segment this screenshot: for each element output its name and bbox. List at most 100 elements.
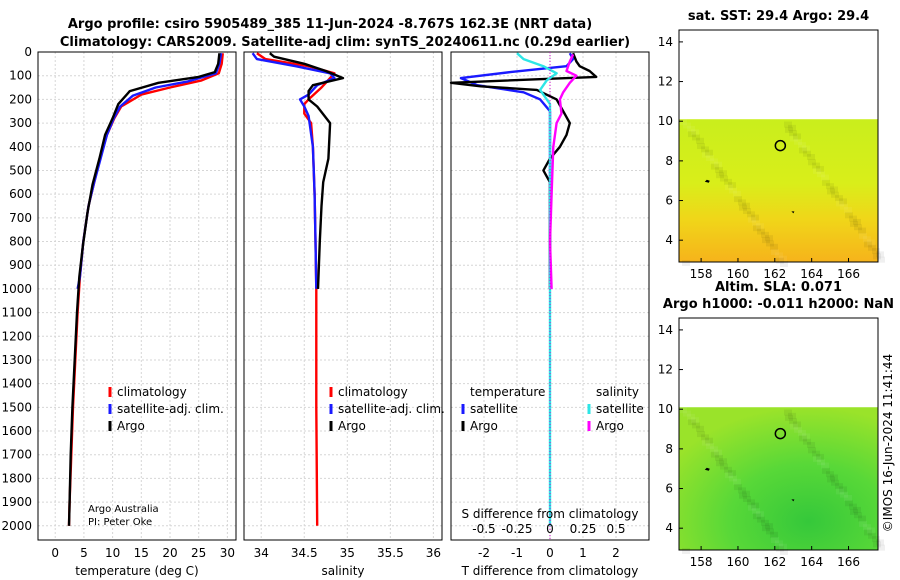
y-tick-label: 0 bbox=[24, 45, 32, 59]
heatmap-cell bbox=[734, 484, 742, 491]
heatmap-cell bbox=[822, 179, 830, 186]
heatmap-cell bbox=[738, 487, 746, 494]
heatmap-cell bbox=[835, 483, 843, 490]
heatmap-cell bbox=[719, 170, 727, 177]
legend-label: satellite bbox=[470, 402, 518, 416]
heatmap-cell bbox=[821, 174, 829, 181]
heatmap-cell bbox=[761, 231, 769, 238]
heatmap-cell bbox=[836, 488, 844, 495]
heatmap-cell bbox=[716, 172, 724, 179]
series-line bbox=[269, 52, 345, 289]
heatmap-cell bbox=[854, 512, 862, 519]
x-tick-label: 166 bbox=[837, 555, 860, 569]
legend-header-salinity: salinity bbox=[596, 385, 639, 399]
heatmap-cell bbox=[743, 496, 751, 502]
heatmap-cell bbox=[812, 450, 820, 457]
x-tick-label: 164 bbox=[800, 267, 823, 281]
y-tick-label: 12 bbox=[658, 75, 673, 89]
heatmap-texture bbox=[679, 119, 885, 267]
heatmap-cell bbox=[858, 227, 866, 234]
heatmap-cell bbox=[853, 506, 861, 513]
heatmap-cell bbox=[734, 196, 742, 203]
heatmap-cell bbox=[679, 119, 687, 126]
heatmap-cell bbox=[872, 536, 880, 543]
x-tick-label: 36 bbox=[426, 546, 441, 560]
heatmap-cell bbox=[850, 508, 858, 515]
temperature-panel: 0100200300400500600700800900100011001200… bbox=[1, 45, 237, 578]
heatmap-cell bbox=[725, 184, 733, 191]
heatmap-cell bbox=[839, 486, 847, 493]
x-tick-label: 34.5 bbox=[291, 546, 318, 560]
heatmap-cell bbox=[864, 529, 872, 536]
heatmap-cell bbox=[766, 528, 774, 535]
heatmap-cell bbox=[877, 256, 885, 263]
heatmap-cell bbox=[775, 252, 783, 259]
heatmap-cell bbox=[836, 200, 844, 207]
timestamp: ©IMOS 16-Jun-2024 11:41:44 bbox=[881, 354, 895, 532]
heatmap-cell bbox=[813, 167, 821, 174]
heatmap-cell bbox=[854, 224, 862, 231]
heatmap-cell bbox=[826, 183, 834, 190]
heatmap-cell bbox=[710, 158, 718, 165]
x-tick-label: 34 bbox=[254, 546, 269, 560]
heatmap-cell bbox=[702, 151, 710, 158]
heatmap-cell bbox=[753, 225, 761, 232]
sst-map-panel: 158 160 162 164 166 4 6 8 10 12 14 sat. SST: 29.4 A… bbox=[658, 9, 885, 281]
heatmap-cell bbox=[877, 544, 885, 551]
heatmap-cell bbox=[867, 239, 875, 246]
legend-header-temperature: temperature bbox=[470, 385, 545, 399]
heatmap-cell bbox=[793, 133, 801, 140]
y-tick-label: 400 bbox=[9, 140, 32, 154]
heatmap-cell bbox=[868, 244, 876, 251]
heatmap-cell bbox=[688, 131, 696, 138]
heatmap-cell bbox=[752, 507, 760, 514]
heatmap-cell bbox=[720, 463, 728, 470]
heatmap-cell bbox=[692, 422, 700, 429]
y-tick-label: 600 bbox=[9, 187, 32, 201]
series-line bbox=[67, 53, 221, 526]
heatmap-cell bbox=[790, 135, 798, 142]
map-title: Altim. SLA: 0.071 bbox=[715, 280, 842, 295]
difference-panel: -2 -1 0 1 2 T difference from climatology S di… bbox=[449, 51, 650, 578]
heatmap-cell bbox=[728, 182, 736, 189]
heatmap-cell bbox=[683, 122, 691, 129]
legend-label: satellite-adj. clim. bbox=[117, 402, 224, 416]
top-tick-label: -0.5 bbox=[472, 522, 495, 536]
map-frame bbox=[678, 317, 879, 551]
salinity-panel: 34 34.5 35 35.5 36 salinity climatology satelli… bbox=[243, 51, 445, 578]
heatmap-cell bbox=[876, 251, 884, 258]
legend-label: Argo bbox=[596, 419, 624, 433]
heatmap-field bbox=[679, 119, 878, 262]
legend-label: climatology bbox=[117, 385, 187, 399]
heatmap-cell bbox=[715, 454, 723, 461]
heatmap-cell bbox=[863, 524, 871, 531]
heatmap-cell bbox=[817, 171, 825, 178]
heatmap-cell bbox=[762, 525, 770, 532]
heatmap-cell bbox=[710, 446, 718, 453]
heatmap-cell bbox=[876, 539, 884, 546]
heatmap-cell bbox=[831, 479, 839, 486]
y-tick-label: 4 bbox=[665, 233, 673, 247]
y-tick-label: 800 bbox=[9, 235, 32, 249]
heatmap-cell bbox=[733, 478, 741, 485]
x-tick-label: 1 bbox=[579, 546, 587, 560]
heatmap-cell bbox=[780, 549, 788, 555]
y-tick-label: 1500 bbox=[1, 400, 32, 414]
top-tick-label: -0.25 bbox=[501, 522, 532, 536]
y-tick-label: 8 bbox=[665, 442, 673, 456]
heatmap-cell bbox=[751, 502, 759, 509]
heatmap-cell bbox=[790, 423, 798, 430]
x-axis-label: T difference from climatology bbox=[461, 564, 639, 578]
heatmap-cell bbox=[705, 437, 713, 444]
heatmap-cell bbox=[808, 159, 816, 166]
heatmap-cell bbox=[785, 414, 793, 421]
heatmap-cell bbox=[816, 453, 824, 460]
heatmap-texture bbox=[679, 407, 885, 555]
heatmap-cell bbox=[839, 198, 847, 205]
x-tick-label: 160 bbox=[727, 555, 750, 569]
heatmap-cell bbox=[696, 425, 704, 432]
y-tick-label: 1900 bbox=[1, 495, 32, 509]
heatmap-cell bbox=[687, 125, 695, 132]
x-tick-label: 160 bbox=[727, 267, 750, 281]
